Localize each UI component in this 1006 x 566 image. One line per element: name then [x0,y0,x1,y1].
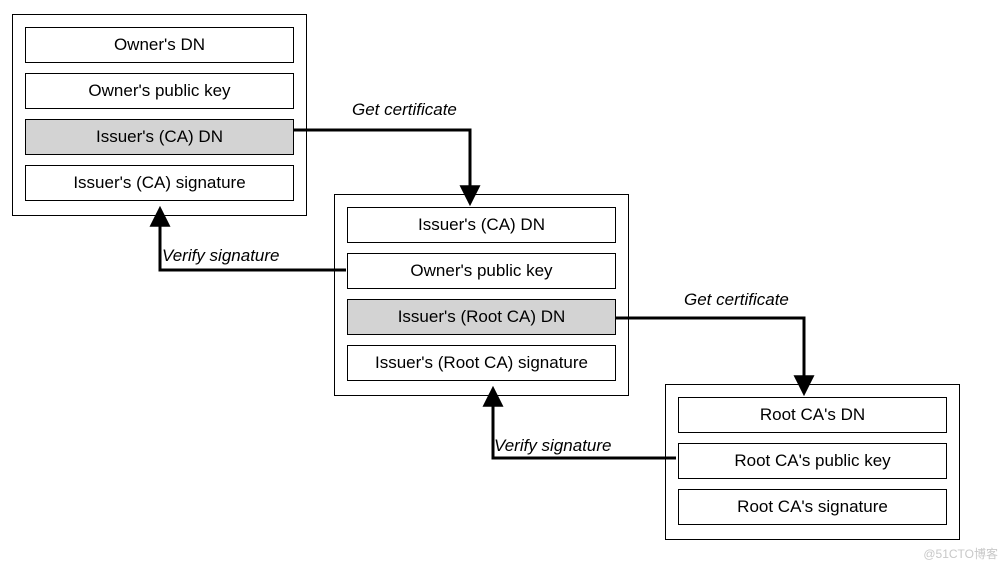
diagram-stage: Owner's DN Owner's public key Issuer's (… [0,0,1006,566]
field-root-dn: Root CA's DN [678,397,947,433]
label-verify-sig-2: Verify signature [494,436,611,456]
edge-get-cert-1 [294,130,470,202]
field-owner-dn: Owner's DN [25,27,294,63]
label-get-cert-2: Get certificate [684,290,789,310]
field-root-pubkey: Root CA's public key [678,443,947,479]
field-issuer-ca-dn: Issuer's (CA) DN [25,119,294,155]
field-owner-pubkey: Owner's public key [25,73,294,109]
label-verify-sig-1: Verify signature [162,246,279,266]
field-root-ca-sig: Issuer's (Root CA) signature [347,345,616,381]
watermark: @51CTO博客 [923,545,998,562]
field-root-ca-dn: Issuer's (Root CA) DN [347,299,616,335]
cert-owner: Owner's DN Owner's public key Issuer's (… [12,14,307,216]
cert-root: Root CA's DN Root CA's public key Root C… [665,384,960,540]
field-issuer-ca-sig: Issuer's (CA) signature [25,165,294,201]
label-get-cert-1: Get certificate [352,100,457,120]
field-root-sig: Root CA's signature [678,489,947,525]
cert-ca: Issuer's (CA) DN Owner's public key Issu… [334,194,629,396]
field-ca-owner-pubkey: Owner's public key [347,253,616,289]
edge-get-cert-2 [616,318,804,392]
field-ca-issuer-dn: Issuer's (CA) DN [347,207,616,243]
